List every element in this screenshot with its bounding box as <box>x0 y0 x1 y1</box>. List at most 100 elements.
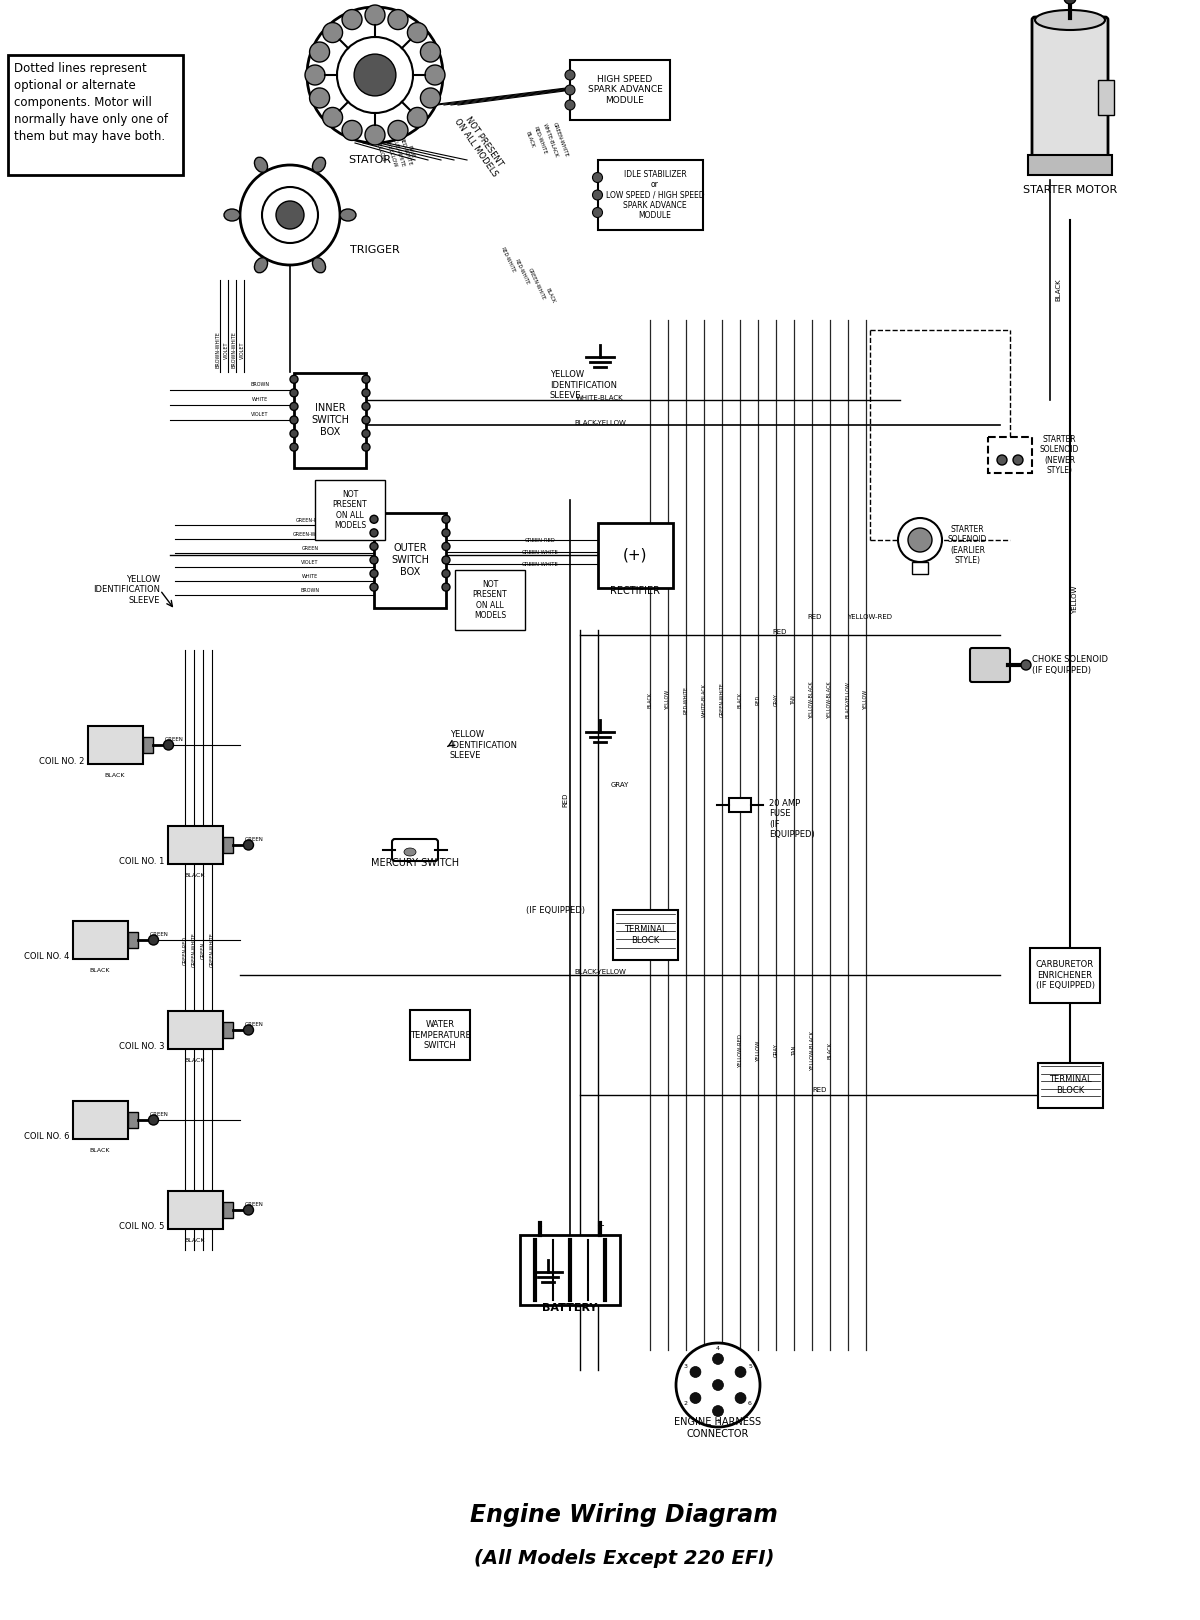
Text: TERMINAL
BLOCK: TERMINAL BLOCK <box>624 925 666 944</box>
Circle shape <box>997 455 1007 465</box>
FancyBboxPatch shape <box>143 737 152 753</box>
Text: GREEN: GREEN <box>245 838 264 842</box>
FancyBboxPatch shape <box>1038 1063 1103 1108</box>
Text: RED: RED <box>756 695 761 705</box>
Text: COIL NO. 6: COIL NO. 6 <box>24 1132 70 1140</box>
Circle shape <box>565 84 575 96</box>
Circle shape <box>442 543 450 551</box>
Text: YELLOW
IDENTIFICATION
SLEEVE: YELLOW IDENTIFICATION SLEEVE <box>94 575 160 604</box>
Text: GRAY: GRAY <box>611 782 629 787</box>
FancyBboxPatch shape <box>392 839 438 860</box>
Text: RED-WHITE: RED-WHITE <box>533 125 547 156</box>
Circle shape <box>342 120 362 141</box>
Text: YELLOW: YELLOW <box>864 690 869 710</box>
Circle shape <box>290 429 298 437</box>
Text: RED: RED <box>392 549 407 556</box>
Circle shape <box>362 429 370 437</box>
Ellipse shape <box>312 258 325 272</box>
FancyBboxPatch shape <box>912 562 928 573</box>
Text: GREEN-WHITE: GREEN-WHITE <box>522 549 558 554</box>
Text: BLUE-WHITE: BLUE-WHITE <box>391 136 406 167</box>
Text: 4: 4 <box>716 1346 720 1351</box>
Text: -: - <box>539 1221 541 1231</box>
Text: VIOLET: VIOLET <box>240 342 245 358</box>
Circle shape <box>362 416 370 424</box>
Text: COIL NO. 1: COIL NO. 1 <box>119 857 164 867</box>
Text: BLACK-YELLOW: BLACK-YELLOW <box>574 969 626 975</box>
Text: Engine Wiring Diagram: Engine Wiring Diagram <box>470 1503 778 1528</box>
Circle shape <box>420 87 440 109</box>
Text: 2: 2 <box>684 1401 688 1406</box>
Text: IDLE STABILIZER
or
LOW SPEED / HIGH SPEED
SPARK ADVANCE
MODULE: IDLE STABILIZER or LOW SPEED / HIGH SPEE… <box>606 170 704 220</box>
Text: CARBURETOR
ENRICHENER
(IF EQUIPPED): CARBURETOR ENRICHENER (IF EQUIPPED) <box>1036 961 1094 990</box>
Circle shape <box>370 543 378 551</box>
Circle shape <box>163 740 174 750</box>
Text: BLACK: BLACK <box>648 692 653 708</box>
Circle shape <box>305 65 325 84</box>
Circle shape <box>690 1393 701 1403</box>
Text: WHITE: WHITE <box>302 573 318 578</box>
Circle shape <box>690 1367 701 1377</box>
Circle shape <box>565 100 575 110</box>
Text: NOT
PRESENT
ON ALL
MODELS: NOT PRESENT ON ALL MODELS <box>473 580 508 620</box>
Text: YELLOW: YELLOW <box>1072 586 1078 614</box>
FancyBboxPatch shape <box>127 931 138 948</box>
Circle shape <box>362 389 370 397</box>
FancyBboxPatch shape <box>222 1022 233 1038</box>
FancyBboxPatch shape <box>168 1011 222 1050</box>
Text: GREEN-WHITE: GREEN-WHITE <box>293 531 328 536</box>
Text: RED: RED <box>773 629 787 635</box>
Circle shape <box>713 1380 724 1390</box>
Ellipse shape <box>1034 10 1105 31</box>
Text: YELLOW-RED: YELLOW-RED <box>847 614 893 620</box>
Circle shape <box>408 23 427 42</box>
Circle shape <box>276 201 304 228</box>
Text: BLACK: BLACK <box>90 969 110 974</box>
Text: YELLOW-BLACK: YELLOW-BLACK <box>810 1030 815 1069</box>
Text: RECTIFIER: RECTIFIER <box>610 585 660 596</box>
Text: VIOLET: VIOLET <box>251 411 269 416</box>
Circle shape <box>593 207 602 217</box>
Circle shape <box>370 556 378 564</box>
Circle shape <box>149 1115 158 1124</box>
Circle shape <box>244 1025 253 1035</box>
FancyBboxPatch shape <box>127 1111 138 1128</box>
FancyBboxPatch shape <box>598 160 702 230</box>
Text: VIOLET: VIOLET <box>301 561 319 565</box>
Text: GREEN: GREEN <box>166 737 184 742</box>
Text: YELLOW: YELLOW <box>756 1040 761 1061</box>
Text: STARTER MOTOR: STARTER MOTOR <box>1022 185 1117 194</box>
FancyBboxPatch shape <box>8 55 182 175</box>
Circle shape <box>354 53 396 96</box>
Ellipse shape <box>254 258 268 272</box>
Circle shape <box>370 570 378 578</box>
Text: YELLOW
IDENTIFICATION
SLEEVE: YELLOW IDENTIFICATION SLEEVE <box>550 369 617 400</box>
Text: RED-WHITE: RED-WHITE <box>398 136 413 167</box>
Text: GRAY: GRAY <box>774 1043 779 1056</box>
FancyBboxPatch shape <box>520 1234 620 1306</box>
Text: GREEN: GREEN <box>301 546 318 551</box>
Circle shape <box>442 528 450 536</box>
Circle shape <box>262 186 318 243</box>
Text: GREEN-RED: GREEN-RED <box>295 518 324 523</box>
Text: COIL NO. 5: COIL NO. 5 <box>119 1221 164 1231</box>
Text: RED-WHITE: RED-WHITE <box>500 246 516 274</box>
Text: BLACK: BLACK <box>828 1042 833 1058</box>
Text: TERMINAL
BLOCK: TERMINAL BLOCK <box>1049 1076 1091 1095</box>
Circle shape <box>1021 659 1031 671</box>
Text: COIL NO. 3: COIL NO. 3 <box>119 1042 164 1051</box>
Circle shape <box>362 402 370 410</box>
FancyBboxPatch shape <box>88 726 143 765</box>
Text: YELLOW: YELLOW <box>666 690 671 710</box>
Text: (+): (+) <box>623 548 647 562</box>
Text: 6: 6 <box>748 1401 752 1406</box>
Text: GREEN-WHITE: GREEN-WHITE <box>192 933 197 967</box>
Text: GREEN-WHITE: GREEN-WHITE <box>527 267 546 301</box>
Circle shape <box>1064 0 1076 3</box>
Text: BLACK-YELLOW: BLACK-YELLOW <box>846 682 851 718</box>
Circle shape <box>323 107 342 128</box>
FancyBboxPatch shape <box>222 838 233 854</box>
Circle shape <box>365 125 385 146</box>
Text: WHITE-BLACK: WHITE-BLACK <box>541 122 558 157</box>
FancyBboxPatch shape <box>374 512 446 608</box>
